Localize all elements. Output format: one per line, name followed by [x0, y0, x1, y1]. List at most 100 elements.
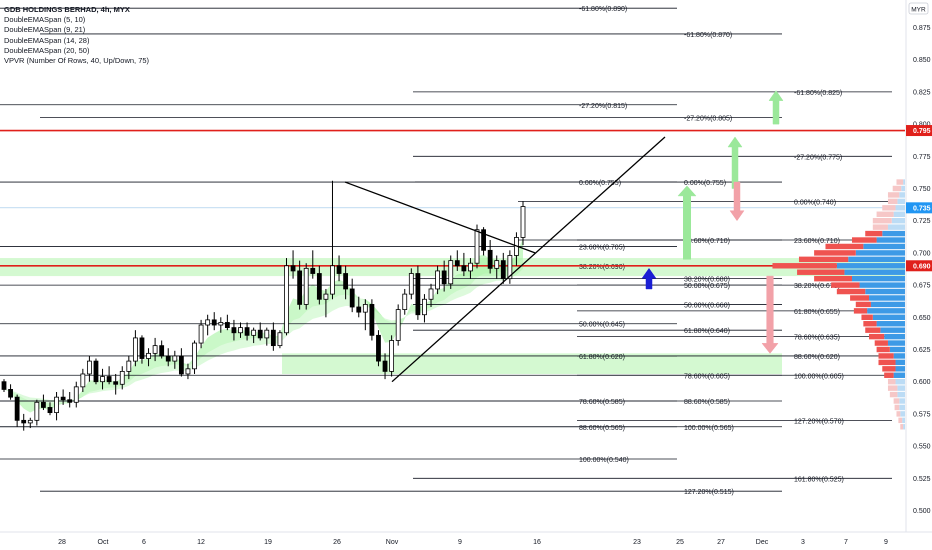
- candle-body: [376, 334, 381, 362]
- volume-up-bar: [887, 340, 905, 346]
- candle-body: [165, 355, 171, 362]
- horizontal-levels: [0, 129, 905, 267]
- volume-up-bar: [876, 237, 905, 243]
- candles: [1, 180, 526, 431]
- time-tick: 7: [844, 539, 848, 546]
- green-up-arrow: [677, 185, 697, 260]
- volume-down-bar: [887, 385, 898, 391]
- indicator-ema-14-28[interactable]: DoubleEMASpan (14, 28): [4, 35, 90, 45]
- volume-up-bar: [836, 263, 905, 269]
- currency-label: MYR: [911, 7, 926, 14]
- volume-down-bar: [896, 411, 901, 417]
- volume-down-bar: [882, 205, 896, 211]
- volume-down-bar: [869, 333, 885, 340]
- symbol-title[interactable]: GDB HOLDINGS BERHAD, 4h, MYX: [4, 5, 130, 14]
- indicator-ema-5-10[interactable]: DoubleEMASpan (5, 10): [4, 15, 86, 25]
- candle-body: [316, 273, 322, 300]
- candle-body: [192, 342, 197, 370]
- candle-body: [238, 327, 243, 334]
- candle-body: [106, 376, 112, 383]
- volume-down-bar: [893, 398, 900, 404]
- price-tick: 0.550: [913, 444, 931, 451]
- fib-label: -27.20%(0.805): [684, 116, 732, 123]
- volume-down-bar: [851, 237, 877, 243]
- candle-body: [461, 265, 467, 272]
- price-tag-text: 0.690: [913, 263, 931, 270]
- fib-label: -27.20%(0.775): [794, 154, 842, 161]
- fib-label: 78.60%(0.585): [579, 399, 625, 406]
- volume-up-bar: [865, 288, 905, 295]
- fib-label: 127.20%(0.515): [684, 489, 734, 496]
- volume-up-bar: [900, 411, 905, 417]
- fib-label: 38.20%(0.680): [684, 277, 730, 284]
- candle-body: [87, 360, 92, 375]
- indicator-vpvr[interactable]: VPVR (Number Of Rows, 40, Up/Down, 75): [4, 56, 150, 66]
- candle-body: [139, 337, 145, 359]
- candle-body: [428, 288, 434, 300]
- volume-up-bar: [863, 243, 905, 250]
- price-tick: 0.600: [913, 379, 931, 386]
- fib-label: 61.80%(0.655): [794, 309, 840, 316]
- candle-body: [244, 327, 250, 336]
- candle-body: [21, 419, 27, 424]
- candle-body: [93, 360, 99, 383]
- candle-body: [395, 309, 401, 341]
- volume-down-bar: [876, 346, 890, 353]
- indicator-ema-20-50[interactable]: DoubleEMASpan (20, 50): [4, 45, 90, 55]
- indicator-ema-9-21[interactable]: DoubleEMASpan (9, 21): [4, 25, 86, 35]
- candle-body: [80, 373, 86, 388]
- fib-label: 100.00%(0.605): [794, 373, 844, 380]
- volume-down-bar: [887, 378, 896, 385]
- fib-label: 0.00%(0.755): [684, 180, 726, 187]
- time-tick: 6: [142, 539, 146, 546]
- candle-body: [448, 260, 454, 285]
- volume-down-bar: [825, 243, 864, 250]
- candle-body: [113, 381, 119, 385]
- price-tick: 0.675: [913, 283, 931, 290]
- volume-up-bar: [855, 250, 905, 256]
- time-tick: 19: [264, 539, 272, 546]
- volume-down-bar: [814, 250, 856, 256]
- fib-label: -61.80%(0.825): [794, 90, 842, 97]
- candle-body: [47, 407, 53, 414]
- volume-down-bar: [772, 263, 837, 269]
- volume-up-bar: [884, 333, 905, 340]
- volume-down-bar: [878, 359, 896, 366]
- volume-down-bar: [850, 295, 870, 301]
- candle-body: [27, 419, 33, 424]
- candle-body: [100, 376, 105, 383]
- volume-up-bar: [869, 295, 905, 301]
- candle-body: [132, 337, 138, 362]
- candle-body: [119, 370, 125, 385]
- volume-up-bar: [848, 256, 905, 263]
- volume-down-bar: [898, 417, 903, 424]
- candle-body: [494, 260, 500, 269]
- candle-body: [14, 396, 20, 421]
- price-tick: 0.875: [913, 25, 931, 32]
- volume-down-bar: [894, 404, 900, 411]
- fib-label: 61.80%(0.620): [579, 354, 625, 361]
- volume-down-bar: [798, 256, 849, 263]
- volume-up-bar: [893, 211, 905, 217]
- price-axis[interactable]: MYR0.8750.8500.8250.8000.7750.7500.7250.…: [905, 0, 932, 550]
- time-tick: 3: [801, 539, 805, 546]
- candle-body: [224, 322, 230, 329]
- candle-body: [231, 327, 237, 334]
- time-tick: 28: [58, 539, 66, 546]
- blue-up-arrow: [641, 267, 657, 290]
- volume-down-bar: [865, 327, 881, 333]
- volume-up-bar: [902, 417, 905, 424]
- volume-down-bar: [831, 282, 860, 288]
- price-tick: 0.525: [913, 476, 931, 483]
- candle-body: [474, 229, 480, 264]
- candle-body: [310, 267, 316, 274]
- time-axis[interactable]: 28 Oct 6 12 19 26 Nov 9 16 23 25 27 Dec 3 7 9: [0, 531, 932, 546]
- price-tick: 0.825: [913, 89, 931, 96]
- candle-body: [257, 329, 263, 339]
- candle-body: [336, 265, 342, 274]
- volume-up-bar: [895, 378, 905, 385]
- volume-down-bar: [814, 275, 852, 282]
- candle-body: [284, 265, 289, 334]
- candle-body: [1, 381, 7, 390]
